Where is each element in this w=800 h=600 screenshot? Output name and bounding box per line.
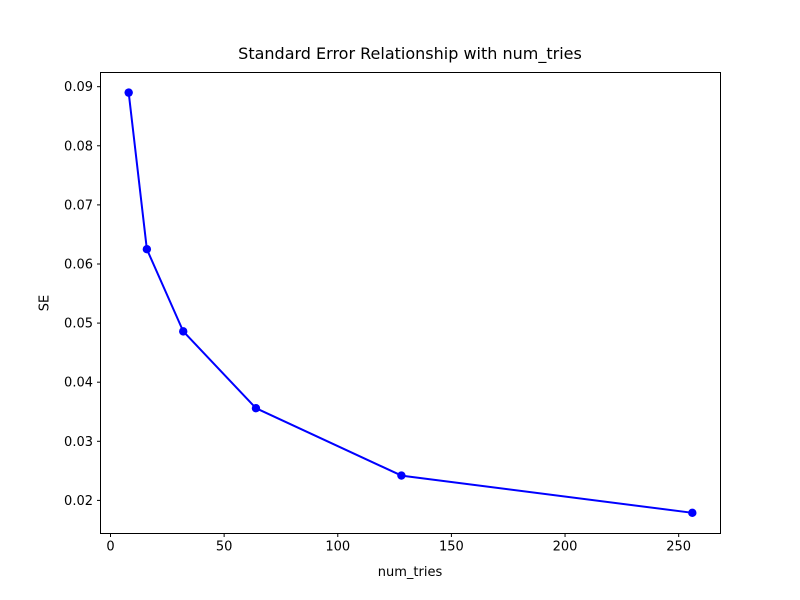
y-tick-label: 0.04 [64, 376, 93, 391]
data-point-1 [142, 245, 152, 254]
x-tick-label: 150 [439, 540, 464, 555]
x-tick-label: 100 [325, 540, 350, 555]
y-tick-label: 0.07 [64, 198, 93, 213]
x-tick-label: 50 [216, 540, 233, 555]
data-point-5 [688, 508, 697, 518]
x-tick-label: 200 [553, 540, 578, 555]
data-point-2 [179, 327, 188, 336]
y-tick-label: 0.05 [64, 317, 93, 332]
y-tick-label: 0.08 [64, 139, 93, 154]
y-tick-label: 0.03 [64, 435, 93, 450]
chart-title: Standard Error Relationship with num_tri… [238, 44, 582, 63]
data-point-4 [397, 471, 406, 480]
x-tick-label: 0 [106, 540, 114, 555]
y-tick-label: 0.02 [64, 494, 93, 509]
x-axis-label: num_tries [377, 565, 443, 580]
data-point-0 [124, 88, 133, 97]
data-point-3 [251, 404, 261, 413]
series-line [127, 91, 694, 514]
y-tick-label: 0.06 [64, 257, 93, 272]
axes-frame [100, 72, 721, 534]
x-tick-label: 250 [666, 540, 691, 555]
y-tick-label: 0.09 [64, 80, 93, 95]
